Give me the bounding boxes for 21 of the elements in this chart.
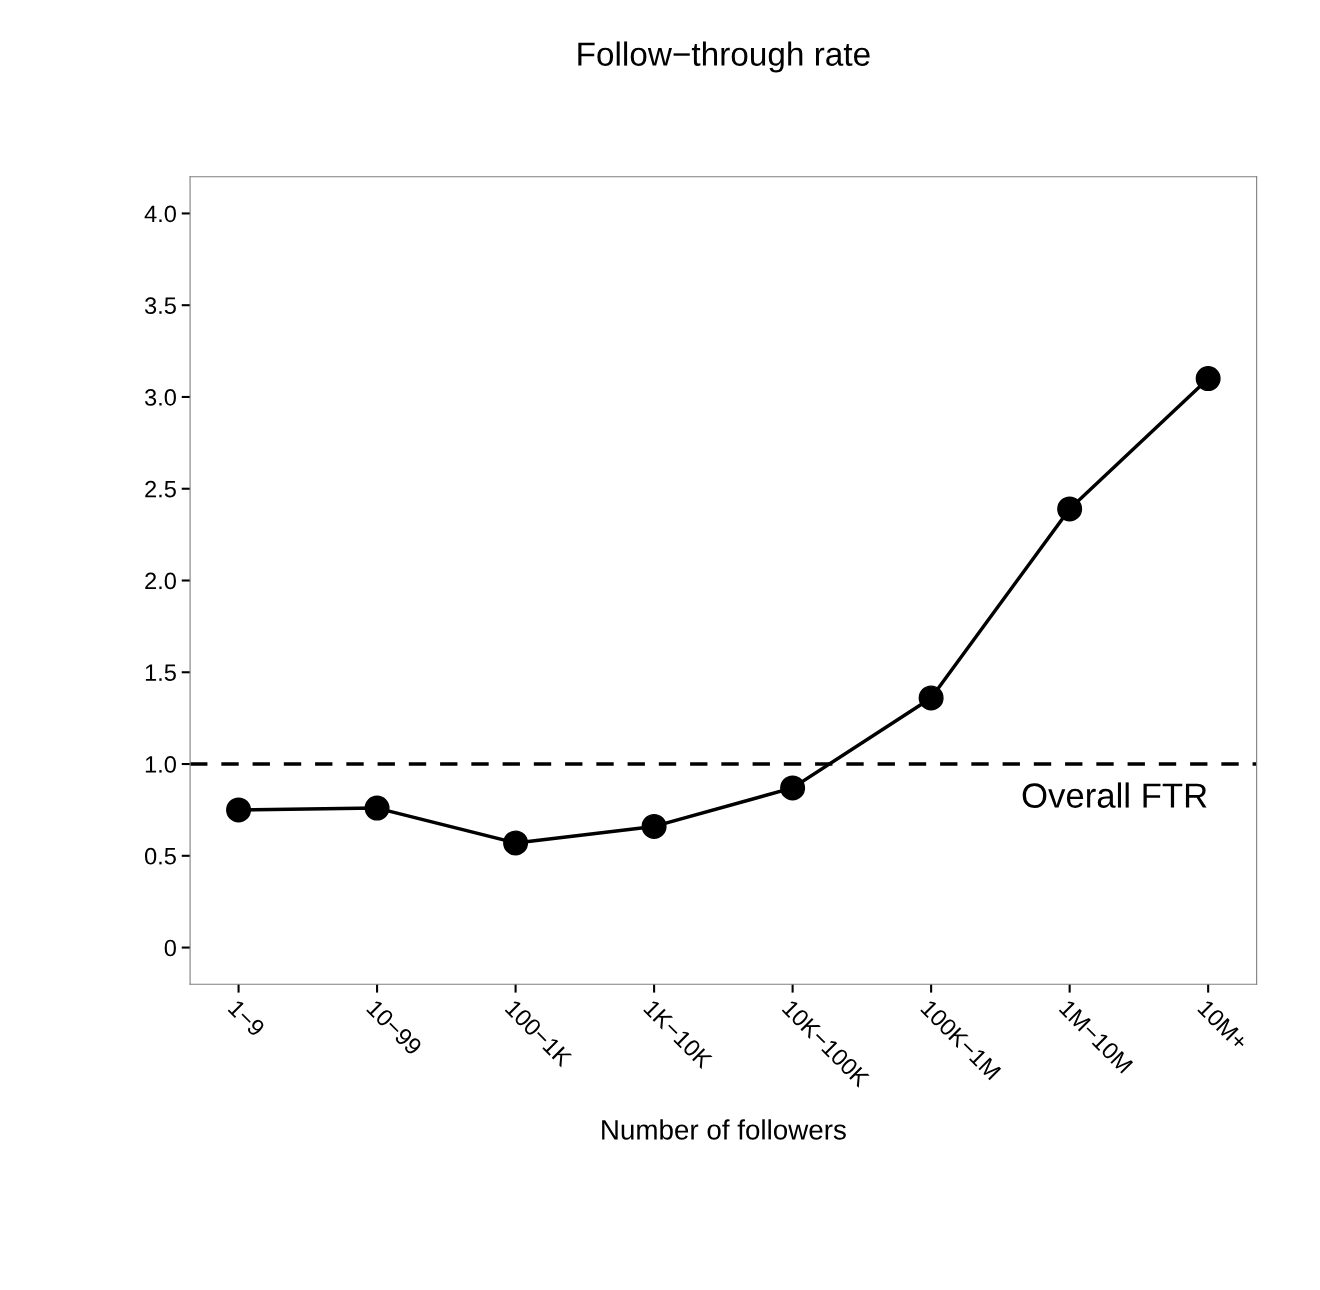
point xyxy=(641,813,667,839)
y-tick-label: 0.5 xyxy=(144,847,176,865)
point xyxy=(1195,366,1221,392)
y-tick-label: 2.0 xyxy=(145,572,176,590)
y-tick-label: 0 xyxy=(164,939,176,957)
point xyxy=(1057,496,1083,522)
y-tick-label: 3.0 xyxy=(144,389,176,406)
point xyxy=(364,795,390,821)
x-tick-label: 1−9 xyxy=(227,999,266,1038)
point xyxy=(780,775,806,801)
point xyxy=(918,685,944,711)
ref-line-label: Overall FTR xyxy=(1022,782,1207,808)
y-tick-label: 1.0 xyxy=(145,756,176,773)
point xyxy=(226,797,252,823)
y-tick-label: 2.5 xyxy=(145,480,176,498)
point xyxy=(503,830,529,856)
y-tick-label: 1.5 xyxy=(145,664,176,682)
y-tick-label: 4.0 xyxy=(144,205,176,223)
y-tick-label: 3.5 xyxy=(144,297,176,314)
chart-title: Follow−through rate xyxy=(578,41,870,73)
x-axis-title: Number of followers xyxy=(602,1119,846,1140)
